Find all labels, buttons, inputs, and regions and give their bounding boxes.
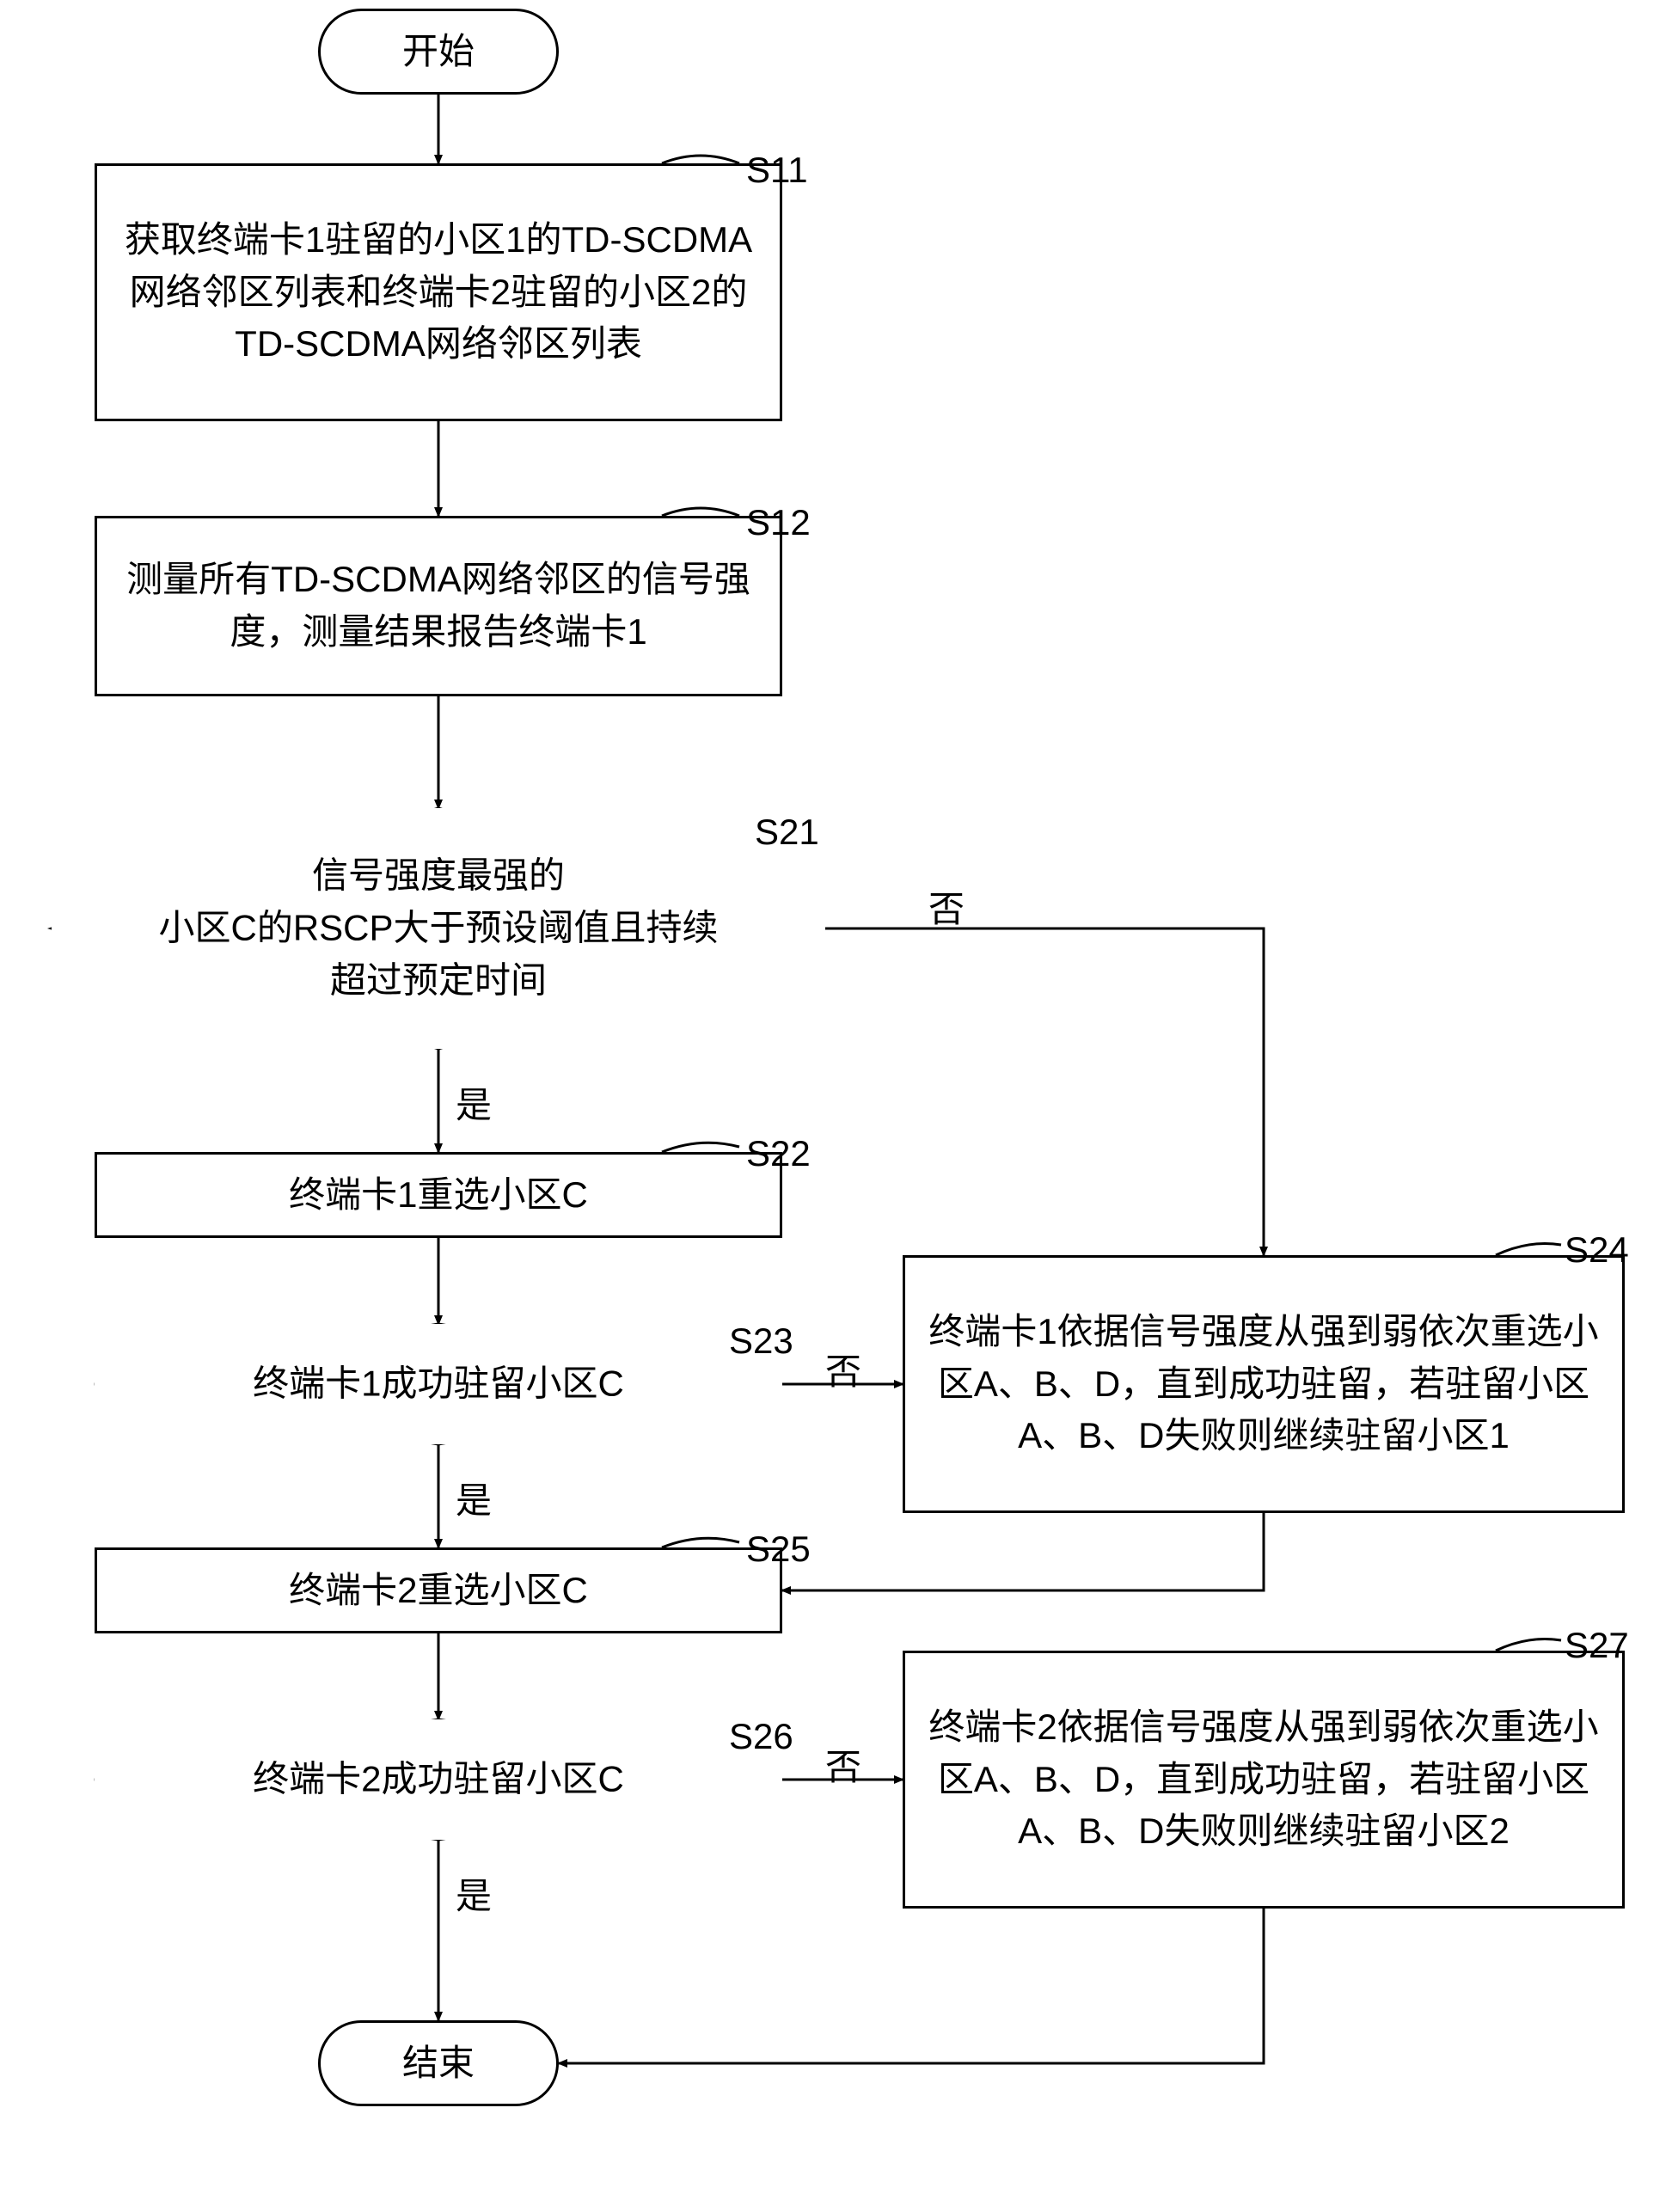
node-text-line: 终端卡2成功驻留小区C [95, 1754, 782, 1806]
node-text-s27: 终端卡2依据信号强度从强到弱依次重选小区A、B、D，直到成功驻留，若驻留小区A、… [922, 1701, 1605, 1859]
node-end: 结束 [318, 2020, 559, 2106]
node-text-line: 信号强度最强的 [52, 850, 825, 903]
node-start: 开始 [318, 9, 559, 95]
node-text-s21: 信号强度最强的小区C的RSCP大于预设阈值且持续超过预定时间 [52, 850, 825, 1008]
node-text-line: 小区C的RSCP大于预设阈值且持续 [52, 903, 825, 955]
step-label-s11: S11 [746, 150, 808, 191]
node-text-line: 终端卡1成功驻留小区C [95, 1358, 782, 1411]
node-s11: 获取终端卡1驻留的小区1的TD-SCDMA网络邻区列表和终端卡2驻留的小区2的T… [95, 163, 782, 421]
edge-label-s26_yes: 是 [456, 1867, 492, 1920]
node-s21: 信号强度最强的小区C的RSCP大于预设阈值且持续超过预定时间 [52, 808, 825, 1049]
step-label-s27: S27 [1565, 1625, 1629, 1666]
step-label-s26: S26 [729, 1716, 793, 1757]
step-label-s25: S25 [746, 1529, 811, 1570]
step-label-s12: S12 [746, 502, 811, 543]
node-s22: 终端卡1重选小区C [95, 1152, 782, 1238]
step-label-s21: S21 [755, 812, 819, 853]
edge-label-s23_no: 否 [825, 1343, 861, 1395]
node-text-s26: 终端卡2成功驻留小区C [95, 1754, 782, 1806]
edge-label-s26_no: 否 [825, 1738, 861, 1791]
node-text-s11: 获取终端卡1驻留的小区1的TD-SCDMA网络邻区列表和终端卡2驻留的小区2的T… [114, 214, 763, 371]
node-s23: 终端卡1成功驻留小区C [95, 1324, 782, 1444]
node-text-line: 超过预定时间 [52, 954, 825, 1007]
node-text-s23: 终端卡1成功驻留小区C [95, 1358, 782, 1411]
node-s24: 终端卡1依据信号强度从强到弱依次重选小区A、B、D，直到成功驻留，若驻留小区A、… [903, 1255, 1625, 1513]
node-s27: 终端卡2依据信号强度从强到弱依次重选小区A、B、D，直到成功驻留，若驻留小区A、… [903, 1651, 1625, 1909]
step-label-s24: S24 [1565, 1229, 1629, 1271]
node-s26: 终端卡2成功驻留小区C [95, 1719, 782, 1840]
node-text-start: 开始 [402, 26, 475, 78]
step-label-s22: S22 [746, 1133, 811, 1174]
edge-label-s21_yes: 是 [456, 1076, 492, 1129]
node-text-s22: 终端卡1重选小区C [289, 1169, 588, 1222]
node-text-s25: 终端卡2重选小区C [289, 1565, 588, 1617]
node-s25: 终端卡2重选小区C [95, 1547, 782, 1633]
edge-label-s21_no: 否 [928, 880, 965, 933]
flowchart-canvas: 开始获取终端卡1驻留的小区1的TD-SCDMA网络邻区列表和终端卡2驻留的小区2… [0, 0, 1672, 2212]
node-text-s24: 终端卡1依据信号强度从强到弱依次重选小区A、B、D，直到成功驻留，若驻留小区A、… [922, 1306, 1605, 1463]
node-text-end: 结束 [402, 2037, 475, 2090]
edge-label-s23_yes: 是 [456, 1472, 492, 1524]
node-s12: 测量所有TD-SCDMA网络邻区的信号强度，测量结果报告终端卡1 [95, 516, 782, 696]
step-label-s23: S23 [729, 1320, 793, 1362]
node-text-s12: 测量所有TD-SCDMA网络邻区的信号强度，测量结果报告终端卡1 [114, 554, 763, 659]
